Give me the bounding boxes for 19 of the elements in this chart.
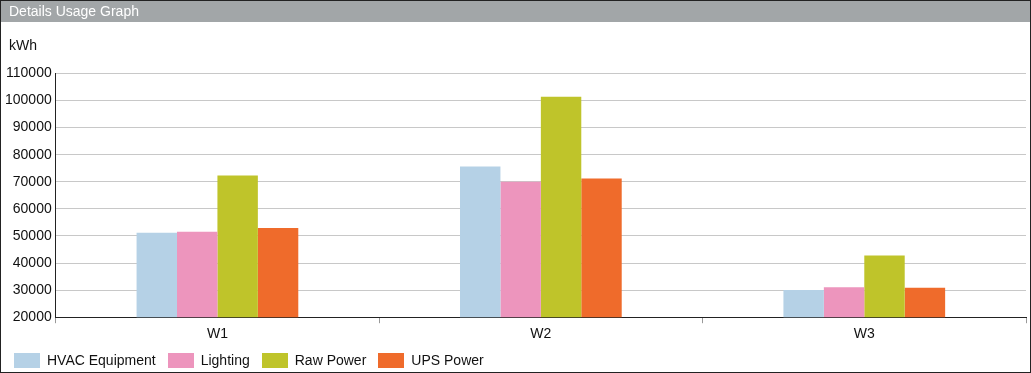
x-tick-label: W2	[530, 325, 552, 342]
y-tick-label: 80000	[12, 145, 52, 162]
legend-label: HVAC Equipment	[47, 352, 156, 368]
y-tick-label: 90000	[12, 118, 52, 135]
y-tick-label: 60000	[12, 199, 52, 216]
chart-title: Details Usage Graph	[1, 1, 1030, 22]
legend-label: Lighting	[200, 352, 250, 368]
y-tick-label: 100000	[5, 91, 52, 108]
x-tick-label: W1	[206, 325, 229, 342]
y-tick-label: 50000	[12, 226, 52, 243]
y-tick-label: 30000	[12, 280, 52, 297]
y-axis-title: kWh	[9, 37, 37, 53]
legend-label: UPS Power	[411, 352, 484, 368]
y-tick-label: 110000	[6, 64, 52, 81]
legend-label: Raw Power	[294, 352, 367, 368]
y-tick-label: 20000	[12, 308, 52, 325]
y-tick-label: 40000	[12, 253, 52, 270]
y-tick-label: 70000	[12, 172, 52, 189]
x-tick-label: W3	[853, 325, 875, 342]
